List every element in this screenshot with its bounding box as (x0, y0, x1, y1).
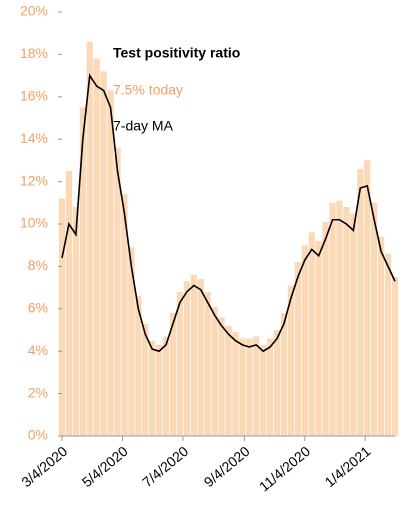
bar (315, 240, 322, 436)
bar (142, 323, 149, 436)
bar (93, 58, 100, 436)
x-tick-label: 3/4/2020 (18, 443, 70, 490)
bar (169, 313, 177, 436)
bar (343, 207, 350, 436)
bar (58, 198, 66, 436)
bar (239, 338, 246, 436)
ma-line (61, 73, 396, 353)
bar (287, 285, 295, 436)
y-tick-label: 20% (20, 3, 48, 19)
bar (253, 336, 260, 436)
bar (204, 291, 211, 436)
bar (197, 279, 204, 436)
x-tick-label: 11/4/2020 (256, 443, 313, 495)
bar (267, 338, 274, 436)
plot: 0% 2% 4% 6% 8% 10% 12% 14% 16% 18% 20% 3/4/2020 5/4/… (18, 3, 399, 495)
bar (190, 274, 197, 436)
y-tick-label: 4% (28, 342, 48, 358)
bar (183, 281, 190, 436)
bar (357, 168, 364, 436)
bar (371, 202, 378, 436)
bar (336, 200, 343, 436)
bar (364, 160, 371, 436)
bar (211, 306, 218, 436)
bar (156, 344, 163, 436)
bar (107, 90, 114, 436)
x-tick-label: 1/4/2021 (322, 443, 374, 490)
x-tick-label: 5/4/2020 (79, 443, 131, 490)
y-tick-label: 10% (20, 215, 48, 231)
bar (260, 344, 267, 436)
bar (114, 147, 121, 436)
y-tick-label: 18% (20, 45, 48, 61)
bar (384, 253, 392, 436)
bar (128, 247, 135, 436)
bar (378, 236, 385, 436)
y-tick-label: 16% (20, 88, 48, 104)
bar (121, 194, 128, 436)
annotation: 7.5% today (113, 82, 183, 98)
y-tick-label: 6% (28, 300, 48, 316)
bar (218, 317, 225, 436)
bar (100, 71, 107, 437)
bar (391, 277, 399, 436)
bar (72, 207, 79, 436)
bar (149, 340, 156, 436)
bar (135, 296, 142, 436)
bar (280, 313, 288, 436)
y-tick-label: 14% (20, 130, 48, 146)
y-tick-label: 12% (20, 172, 48, 188)
bar (225, 325, 232, 436)
y-tick-label: 0% (28, 427, 48, 443)
bar (329, 202, 336, 436)
chart-title: Test positivity ratio (113, 45, 240, 61)
x-tick-label: 7/4/2020 (139, 443, 191, 490)
bar (162, 336, 170, 436)
y-tick-label: 8% (28, 257, 48, 273)
bar (322, 221, 329, 436)
bar (294, 262, 301, 436)
bar (232, 332, 239, 436)
bar (79, 107, 86, 437)
bar (86, 41, 93, 437)
bar (65, 171, 73, 436)
bar (350, 213, 357, 436)
bar (308, 232, 315, 436)
y-tick-label: 2% (28, 384, 48, 400)
bar (246, 338, 253, 436)
bar (301, 245, 308, 436)
x-tick-label: 9/4/2020 (201, 443, 253, 490)
legend-label: 7-day MA (113, 118, 174, 134)
bar (273, 330, 281, 436)
bar (176, 291, 184, 436)
